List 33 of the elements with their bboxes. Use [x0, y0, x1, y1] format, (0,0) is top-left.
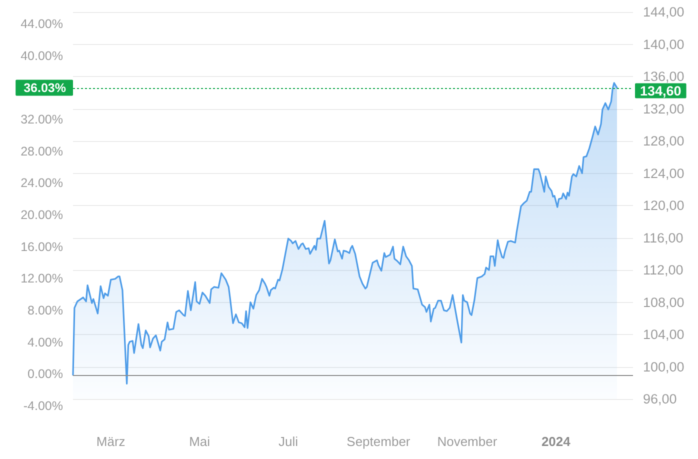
y-tick-label: 96,00	[643, 392, 677, 406]
y-tick-label: 120,00	[643, 198, 684, 213]
y2-tick-label: 8.00%	[28, 304, 63, 318]
ref-line-label: 134,60	[640, 83, 682, 98]
y-tick-label: 104,00	[643, 327, 684, 342]
y2-tick-label: 44.00%	[20, 17, 63, 31]
x-tick-label: November	[437, 434, 498, 449]
y-tick-label: 136,00	[643, 69, 684, 84]
y-tick-label: 116,00	[643, 230, 684, 246]
y-tick-label: 140,00	[643, 36, 684, 52]
y2-tick-label: -4.00%	[23, 399, 63, 413]
y2-tick-label: 12.00%	[20, 272, 63, 286]
y-tick-label: 128,00	[643, 134, 684, 148]
x-tick-label: 2024	[541, 434, 572, 449]
y2-tick-label: 16.00%	[20, 240, 63, 254]
y-tick-label: 100,00	[643, 359, 684, 374]
y-tick-label: 124,00	[643, 166, 684, 181]
x-tick-label: Mai	[189, 434, 210, 449]
y-tick-label: 108,00	[643, 294, 684, 310]
y2-tick-label: 20.00%	[20, 208, 63, 222]
x-tick-label: Juli	[278, 434, 298, 449]
y2-tick-label: 28.00%	[20, 144, 63, 158]
y-tick-label: 144,00	[643, 4, 684, 20]
x-tick-label: März	[96, 434, 126, 449]
y2-tick-label: 24.00%	[20, 176, 63, 190]
y2-tick-label: 40.00%	[20, 48, 63, 63]
y2-tick-label: 32.00%	[20, 112, 63, 126]
y-tick-label: 112,00	[643, 262, 684, 278]
x-tick-label: September	[346, 434, 411, 449]
y-tick-label: 132,00	[643, 101, 684, 116]
y2-tick-label: 0.00%	[28, 367, 63, 382]
y2-tick-label: 4.00%	[28, 335, 63, 350]
text: 36.03%	[24, 80, 66, 95]
